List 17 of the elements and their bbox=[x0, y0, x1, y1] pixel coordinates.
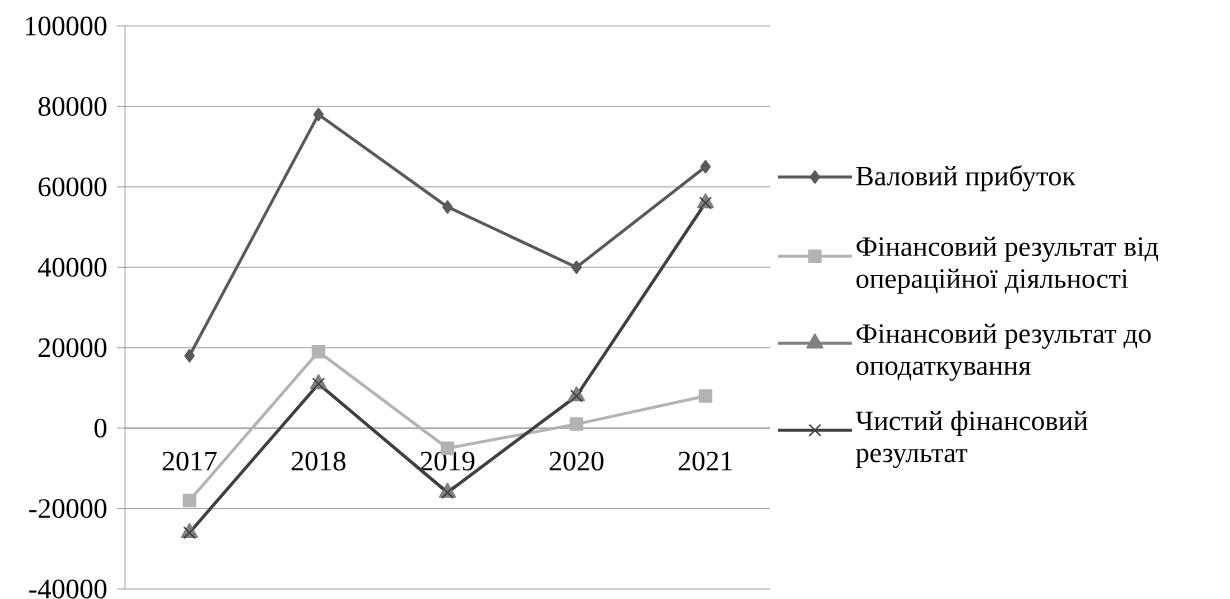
x-tick-label: 2020 bbox=[549, 451, 604, 471]
y-tick-label: 80000 bbox=[38, 96, 107, 116]
y-tick-label: 40000 bbox=[38, 257, 107, 277]
legend-label: Валовий прибуток bbox=[856, 165, 1076, 192]
legend-label: Чистий фінансовий результат bbox=[855, 410, 1088, 469]
x-tick-label: 2017 bbox=[162, 451, 217, 471]
y-tick-label: -40000 bbox=[29, 579, 107, 599]
y-tick-label: 0 bbox=[94, 418, 107, 438]
x-tick-label: 2019 bbox=[420, 451, 475, 471]
legend-label: Фінансовий результат від операційної діяльності bbox=[856, 236, 1159, 294]
y-tick-label: -20000 bbox=[29, 499, 107, 519]
y-tick-label: 60000 bbox=[38, 177, 107, 197]
y-tick-label: 100000 bbox=[25, 16, 107, 36]
legend-label: Фінансовий результат до оподаткування bbox=[856, 323, 1151, 381]
x-tick-label: 2018 bbox=[291, 451, 346, 471]
y-tick-label: 20000 bbox=[38, 338, 107, 358]
x-tick-label: 2021 bbox=[678, 451, 732, 471]
